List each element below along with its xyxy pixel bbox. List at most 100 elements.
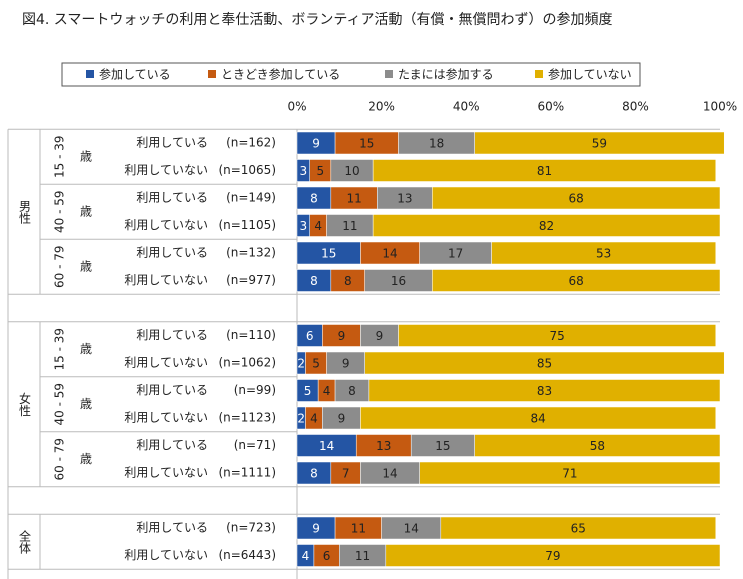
value-label: 11 [355,549,370,563]
category-label: 利用している [136,328,208,342]
value-label: 8 [310,192,318,206]
value-label: 16 [391,274,406,288]
age-suffix: 歳 [80,452,92,466]
value-label: 6 [306,329,314,343]
age-label: 15 - 39 [53,328,67,371]
x-tick-label: 80% [622,100,649,114]
value-label: 4 [314,219,322,233]
value-label: 84 [530,412,545,426]
n-label: (n=723) [226,521,276,535]
bar-segment [372,214,721,237]
value-label: 15 [435,439,450,453]
value-label: 68 [569,274,584,288]
n-label: (n=977) [226,273,276,287]
value-label: 9 [338,329,346,343]
category-label: 利用していない [124,548,208,562]
age-label: 60 - 79 [53,438,67,481]
category-label: 利用している [136,246,208,260]
x-tick-label: 20% [368,100,395,114]
value-label: 4 [323,384,331,398]
value-label: 11 [351,522,366,536]
bar-segment [432,269,721,292]
value-label: 8 [344,274,352,288]
age-suffix: 歳 [80,204,92,218]
value-label: 3 [300,219,308,233]
value-label: 15 [321,247,336,261]
age-label: 60 - 79 [53,246,67,289]
value-label: 8 [310,274,318,288]
age-label: 15 - 39 [53,136,67,179]
value-label: 6 [323,549,331,563]
value-label: 9 [338,412,346,426]
bar-segment [432,186,721,210]
x-tick-label: 40% [453,100,480,114]
n-label: (n=1111) [218,466,276,480]
bar-segment [364,351,725,375]
value-label: 9 [342,357,350,371]
bar-segment [419,461,721,485]
n-label: (n=1065) [218,163,276,177]
n-label: (n=6443) [218,548,276,562]
value-label: 65 [571,522,586,536]
value-label: 5 [304,384,312,398]
value-label: 9 [312,522,320,536]
legend-swatch [535,70,543,78]
n-label: (n=1123) [218,411,276,425]
value-label: 17 [448,247,463,261]
value-label: 71 [562,467,577,481]
value-label: 13 [376,439,391,453]
x-tick-label: 100% [703,100,737,114]
value-label: 5 [312,357,320,371]
value-label: 10 [344,164,359,178]
age-label: 40 - 59 [53,191,67,234]
n-label: (n=162) [226,136,276,150]
value-label: 68 [569,192,584,206]
bar-segment [368,379,721,402]
category-label: 利用している [136,521,208,535]
category-label: 利用していない [124,218,208,232]
value-label: 79 [545,549,560,563]
value-label: 75 [550,329,565,343]
bar-segment [440,516,717,540]
bar-segment [372,159,717,182]
age-suffix: 歳 [80,149,92,163]
category-label: 利用している [136,438,208,452]
value-label: 14 [382,467,397,481]
value-label: 14 [319,439,334,453]
group-label: 全体 [18,528,32,554]
age-label: 40 - 59 [53,383,67,426]
value-label: 4 [302,549,310,563]
n-label: (n=132) [226,246,276,260]
category-label: 利用している [136,136,208,150]
bar-segment [491,241,717,265]
bar-segment [385,544,721,567]
bar-segment [474,131,725,155]
category-label: 利用している [136,383,208,397]
value-label: 8 [310,467,318,481]
value-label: 11 [346,192,361,206]
category-label: 利用していない [124,356,208,370]
x-tick-label: 60% [537,100,564,114]
age-suffix: 歳 [80,342,92,356]
value-label: 58 [590,439,605,453]
value-label: 13 [397,192,412,206]
value-label: 14 [382,247,397,261]
age-suffix: 歳 [80,259,92,273]
value-label: 59 [592,137,607,151]
n-label: (n=99) [234,383,276,397]
category-label: 利用していない [124,273,208,287]
value-label: 9 [312,137,320,151]
age-suffix: 歳 [80,397,92,411]
legend-label: たまには参加する [398,67,494,82]
group-label: 男性 [18,200,32,225]
category-label: 利用している [136,191,208,205]
value-label: 2 [297,412,305,426]
n-label: (n=110) [226,328,276,342]
value-label: 4 [310,412,318,426]
value-label: 15 [359,137,374,151]
bar-segment [360,406,717,430]
value-label: 85 [537,357,552,371]
category-label: 利用していない [124,466,208,480]
legend-box [61,62,641,87]
